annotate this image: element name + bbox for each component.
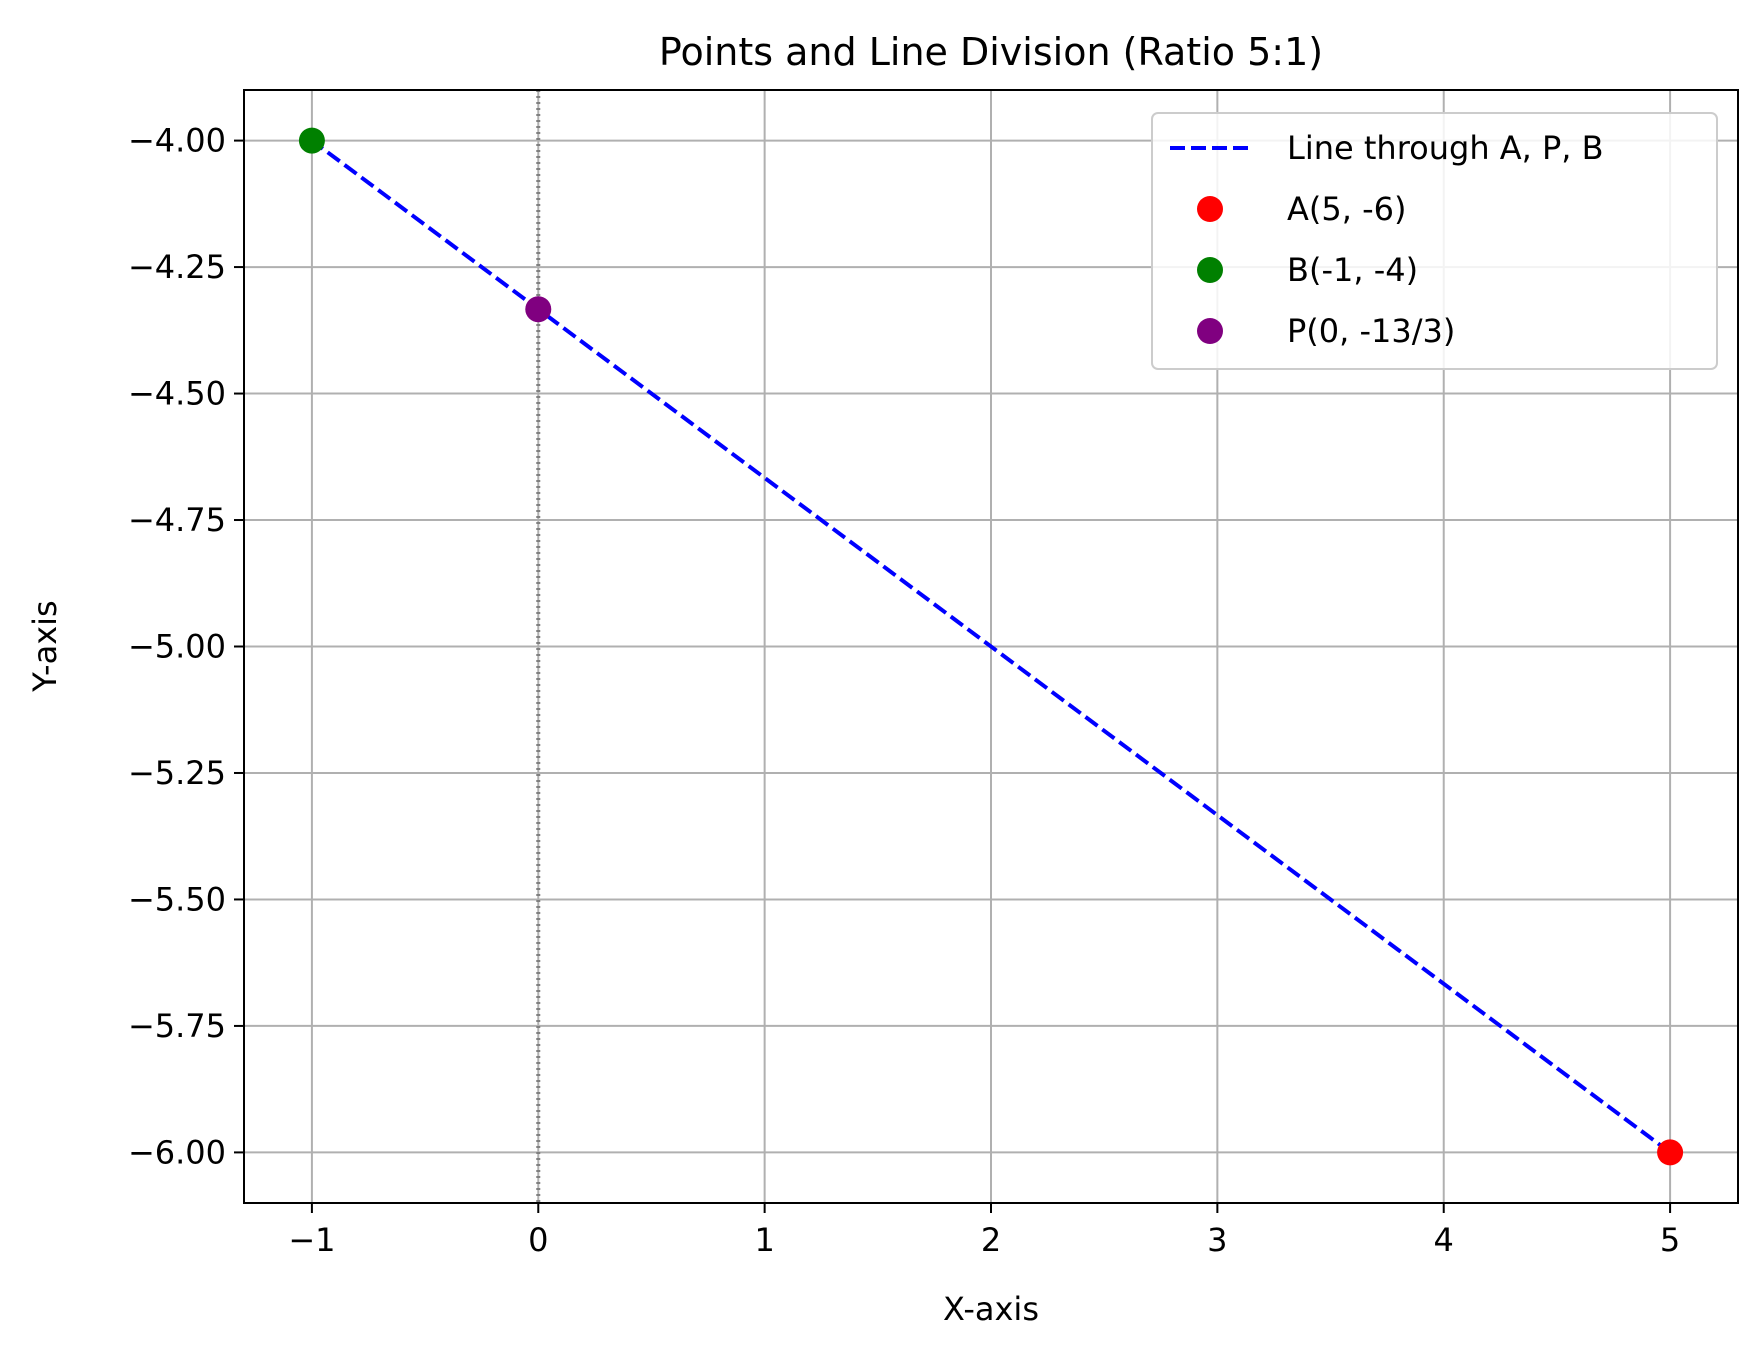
legend-marker-swatch: [1197, 196, 1223, 222]
x-axis-label: X-axis: [943, 1290, 1039, 1328]
legend-label: B(-1, -4): [1287, 251, 1418, 289]
x-tick-label: −1: [288, 1221, 335, 1259]
x-tick-label: 1: [754, 1221, 774, 1259]
series-layer: [298, 127, 1684, 1166]
y-axis-label: Y-axis: [26, 600, 64, 692]
y-tick-label: −5.00: [128, 628, 226, 666]
y-tick-label: −5.75: [128, 1007, 226, 1045]
legend-label: A(5, -6): [1287, 190, 1406, 228]
y-tick-label: −6.00: [128, 1133, 226, 1171]
y-axis-ticks: −4.00 −4.25 −4.50 −4.75 −5.00 −5.25 −5.50 −5.75…: [128, 122, 244, 1171]
chart-title: Points and Line Division (Ratio 5:1): [659, 30, 1323, 74]
x-tick-label: 3: [1207, 1221, 1227, 1259]
x-tick-label: 0: [528, 1221, 548, 1259]
legend-box: [1151, 112, 1718, 370]
y-tick-label: −5.50: [128, 880, 226, 918]
legend-marker-swatch: [1197, 318, 1223, 344]
scatter-point: [525, 296, 552, 323]
x-axis-ticks: −1 0 1 2 3 4 5: [288, 1203, 1680, 1259]
y-tick-label: −4.75: [128, 501, 226, 539]
y-tick-label: −4.50: [128, 375, 226, 413]
y-tick-label: −5.25: [128, 754, 226, 792]
y-tick-label: −4.25: [128, 248, 226, 286]
grid: [244, 90, 1738, 1203]
legend-entries: Line through A, P, B A(5, -6) B(-1, -4) P(0…: [1170, 129, 1604, 350]
x-tick-label: 5: [1660, 1221, 1680, 1259]
scatter-point: [298, 127, 325, 154]
scatter-point: [1657, 1139, 1684, 1166]
legend-label: P(0, -13/3): [1287, 312, 1455, 350]
legend-marker-swatch: [1197, 257, 1223, 283]
y-tick-label: −4.00: [128, 122, 226, 160]
legend-label: Line through A, P, B: [1287, 129, 1604, 167]
legend: Line through A, P, B A(5, -6) B(-1, -4) P(0…: [1151, 112, 1718, 370]
x-tick-label: 2: [981, 1221, 1001, 1259]
x-tick-label: 4: [1434, 1221, 1454, 1259]
